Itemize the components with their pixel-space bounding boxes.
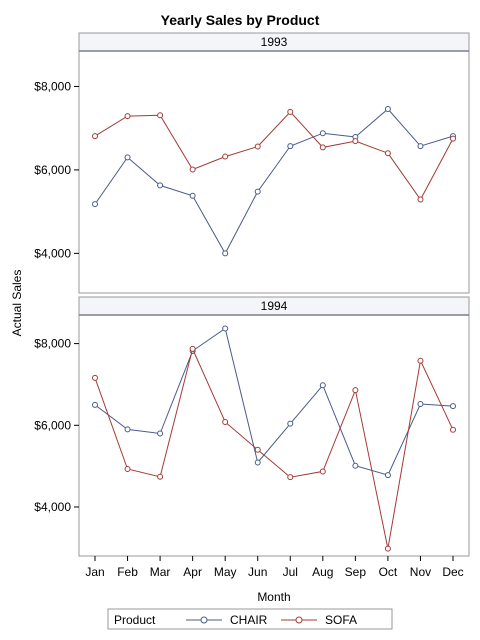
data-point-chair bbox=[189, 192, 196, 199]
data-point-sofa bbox=[352, 387, 359, 394]
x-tick-label: Jul bbox=[283, 565, 298, 579]
panel-label-0: 1993 bbox=[261, 35, 288, 49]
data-point-chair bbox=[92, 201, 98, 208]
data-point-sofa bbox=[319, 144, 326, 151]
x-tick-label: Nov bbox=[410, 565, 431, 579]
data-point-sofa bbox=[384, 150, 391, 157]
y-tick-label: $4,000 bbox=[34, 500, 71, 514]
data-point-chair bbox=[384, 105, 391, 112]
data-point-sofa bbox=[157, 473, 164, 480]
data-point-sofa bbox=[417, 196, 424, 203]
x-tick-label: Apr bbox=[183, 565, 202, 579]
data-point-chair bbox=[124, 426, 131, 433]
legend-label-chair: CHAIR bbox=[230, 613, 268, 627]
y-tick-label: $4,000 bbox=[34, 246, 71, 260]
x-tick-label: May bbox=[214, 565, 237, 579]
legend-marker-chair bbox=[200, 616, 208, 624]
data-point-sofa bbox=[352, 138, 359, 145]
data-point-chair bbox=[157, 182, 164, 189]
data-point-chair bbox=[124, 154, 131, 161]
x-tick-label: Jun bbox=[248, 565, 267, 579]
y-tick-label: $6,000 bbox=[34, 163, 71, 177]
y-tick-label: $8,000 bbox=[34, 337, 71, 351]
legend-label-sofa: SOFA bbox=[325, 613, 357, 627]
series-line-chair bbox=[94, 327, 454, 476]
data-point-chair bbox=[319, 130, 326, 137]
data-point-sofa bbox=[254, 143, 261, 150]
x-tick-label: Oct bbox=[379, 565, 398, 579]
data-point-chair bbox=[450, 403, 456, 410]
data-point-sofa bbox=[384, 545, 391, 552]
x-tick-label: Mar bbox=[150, 565, 171, 579]
chart-title: Yearly Sales by Product bbox=[161, 12, 320, 28]
data-point-chair bbox=[417, 401, 424, 408]
x-tick-label: Feb bbox=[117, 565, 138, 579]
data-point-chair bbox=[157, 430, 164, 437]
data-point-chair bbox=[287, 420, 294, 427]
panel-frame-0 bbox=[78, 32, 470, 294]
data-point-sofa bbox=[124, 465, 131, 472]
data-point-sofa bbox=[189, 166, 196, 173]
x-axis-label: Month bbox=[257, 590, 290, 604]
x-tick-label: Aug bbox=[312, 565, 333, 579]
data-point-sofa bbox=[450, 426, 456, 433]
x-tick-label: Jan bbox=[85, 565, 104, 579]
x-tick-label: Dec bbox=[442, 565, 463, 579]
data-point-chair bbox=[319, 382, 326, 389]
data-point-chair bbox=[254, 188, 261, 195]
data-point-sofa bbox=[189, 345, 196, 352]
data-point-sofa bbox=[450, 135, 456, 142]
y-tick-label: $6,000 bbox=[34, 418, 71, 432]
data-point-chair bbox=[384, 472, 391, 479]
data-point-chair bbox=[417, 143, 424, 150]
data-point-sofa bbox=[92, 374, 98, 381]
legend-title: Product bbox=[114, 613, 156, 627]
data-point-sofa bbox=[417, 357, 424, 364]
x-tick-label: Sep bbox=[345, 565, 367, 579]
panel-label-1: 1994 bbox=[261, 299, 288, 313]
data-point-sofa bbox=[92, 133, 98, 140]
data-point-chair bbox=[287, 143, 294, 150]
legend: Product CHAIR SOFA bbox=[107, 608, 393, 630]
data-point-chair bbox=[254, 459, 261, 466]
data-point-sofa bbox=[157, 112, 164, 119]
series-line-chair bbox=[94, 108, 454, 255]
panel-frame-1 bbox=[78, 296, 470, 557]
series-line-sofa bbox=[94, 111, 454, 201]
data-point-chair bbox=[222, 250, 229, 257]
data-point-chair bbox=[92, 401, 98, 408]
y-tick-label: $8,000 bbox=[34, 79, 71, 93]
legend-marker-sofa bbox=[295, 616, 303, 624]
data-point-chair bbox=[222, 325, 229, 332]
data-point-sofa bbox=[254, 446, 261, 453]
y-axis-label: Actual Sales bbox=[10, 270, 24, 337]
data-point-sofa bbox=[124, 113, 131, 120]
legend-frame bbox=[107, 608, 393, 630]
data-point-sofa bbox=[319, 468, 326, 475]
data-point-sofa bbox=[222, 419, 229, 426]
data-point-sofa bbox=[222, 153, 229, 160]
data-point-sofa bbox=[287, 474, 294, 481]
series-line-sofa bbox=[94, 347, 454, 549]
data-point-sofa bbox=[287, 108, 294, 115]
data-point-chair bbox=[352, 462, 359, 469]
